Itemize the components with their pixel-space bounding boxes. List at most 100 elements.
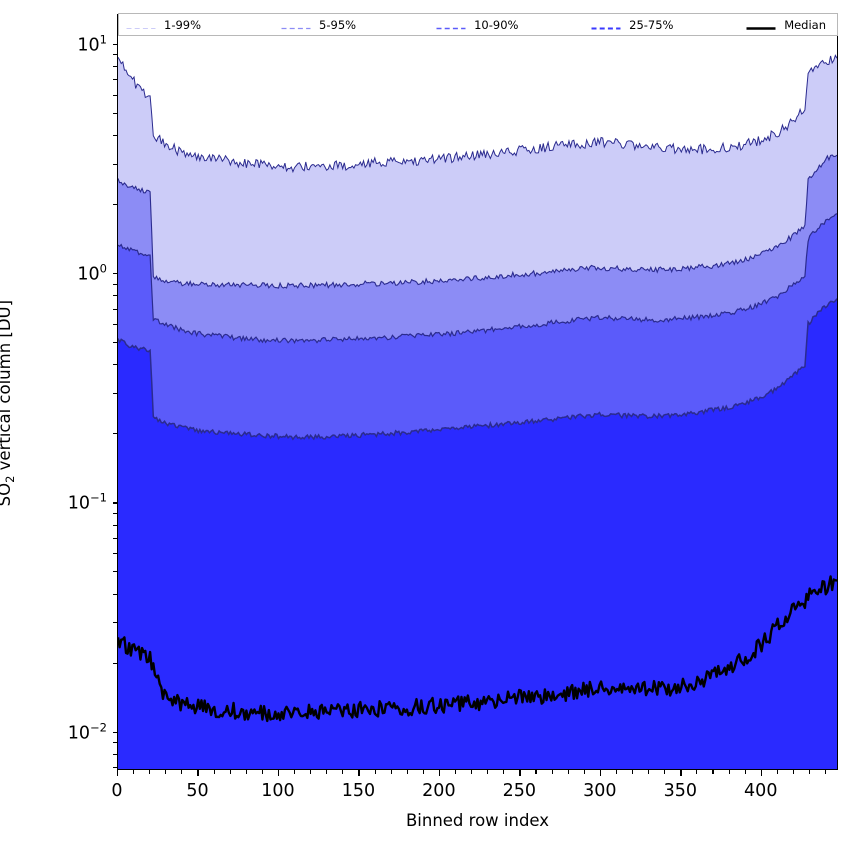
x-tick-label: 300 xyxy=(583,781,617,801)
x-tick-major xyxy=(760,770,763,776)
y-tick-minor xyxy=(113,323,117,326)
x-tick-minor xyxy=(294,770,296,774)
y-tick-minor xyxy=(113,135,117,137)
legend-entry-10-90[interactable]: 10-90% xyxy=(436,18,591,32)
x-tick-minor xyxy=(583,770,585,774)
x-tick-minor xyxy=(406,770,408,774)
x-tick-minor xyxy=(503,770,505,774)
y-tick-major xyxy=(113,273,119,275)
legend-label: 10-90% xyxy=(474,17,519,32)
x-tick-minor xyxy=(390,770,392,774)
x-tick-minor xyxy=(728,770,730,774)
y-tick-minor xyxy=(113,163,117,165)
legend-label: 1-99% xyxy=(164,17,202,32)
y-tick-minor xyxy=(113,342,117,344)
y-tick-minor xyxy=(113,204,117,206)
x-tick-major xyxy=(599,770,602,776)
y-tick-label: 101 xyxy=(77,32,107,56)
x-tick-minor xyxy=(567,770,569,774)
y-tick-minor xyxy=(113,622,117,624)
y-tick-minor xyxy=(113,571,117,573)
x-tick-major xyxy=(277,770,280,776)
y-tick-label: 10−1 xyxy=(67,490,107,514)
x-tick-minor xyxy=(487,770,489,774)
y-tick-minor xyxy=(113,308,117,310)
x-tick-minor xyxy=(165,770,167,774)
legend-swatch-icon xyxy=(126,19,156,30)
x-tick-minor xyxy=(342,770,344,774)
legend: 1-99% 5-95% 10-90% 25-75% Median xyxy=(118,13,838,36)
y-axis-label: SO2 vertical column [DU] xyxy=(0,299,18,507)
x-tick-label: 200 xyxy=(422,781,456,801)
x-tick-minor xyxy=(245,770,247,774)
legend-entry-5-95[interactable]: 5-95% xyxy=(281,18,436,32)
x-axis: 0 50 100 150 200 250 300 350 400 Binned row inde… xyxy=(111,770,838,840)
x-tick-label: 400 xyxy=(744,781,778,801)
x-tick-major xyxy=(358,770,360,776)
x-tick-label: 250 xyxy=(502,781,537,801)
x-tick-minor xyxy=(213,770,215,774)
legend-entry-25-75[interactable]: 25-75% xyxy=(591,18,746,32)
x-tick-minor xyxy=(809,770,811,774)
x-tick-minor xyxy=(261,770,263,774)
y-tick-minor xyxy=(113,593,117,595)
x-tick-label: 0 xyxy=(111,781,123,801)
x-tick-minor xyxy=(374,770,376,774)
y-tick-minor xyxy=(113,94,117,96)
x-tick-minor xyxy=(712,770,714,774)
legend-entry-1-99[interactable]: 1-99% xyxy=(126,18,281,32)
x-tick-major xyxy=(680,770,682,776)
plot-svg xyxy=(118,54,837,769)
x-tick-minor xyxy=(471,770,473,774)
y-tick-minor xyxy=(113,512,117,514)
x-tick-minor xyxy=(229,770,231,774)
x-tick-minor xyxy=(792,770,795,774)
y-axis: SO2 vertical column [DU] 10−2 10−1 100 101 xyxy=(0,0,119,784)
band-25-75-percent xyxy=(118,298,837,769)
y-tick-minor xyxy=(113,392,117,395)
x-tick-minor xyxy=(310,770,312,774)
y-tick-minor xyxy=(113,295,117,297)
x-tick-minor xyxy=(181,770,183,774)
legend-swatch-icon xyxy=(746,19,776,30)
y-tick-major xyxy=(113,43,119,46)
legend-label: 25-75% xyxy=(629,17,674,32)
y-tick-minor xyxy=(113,283,117,285)
y-tick-minor xyxy=(113,537,117,539)
median-line xyxy=(118,575,837,723)
x-tick-minor xyxy=(648,770,650,774)
y-tick-minor xyxy=(113,79,117,81)
y-tick-label: 100 xyxy=(77,261,107,285)
y-tick-minor xyxy=(113,66,117,68)
x-tick-label: 150 xyxy=(341,781,376,801)
x-tick-minor xyxy=(535,770,537,774)
x-tick-minor xyxy=(551,770,553,774)
x-axis-label: Binned row index xyxy=(405,811,550,830)
legend-entry-median[interactable]: Median xyxy=(746,18,826,32)
legend-swatch-icon xyxy=(281,19,311,30)
legend-label: Median xyxy=(784,17,827,32)
x-tick-minor xyxy=(696,770,698,774)
x-tick-label: 100 xyxy=(261,781,295,801)
x-tick-major xyxy=(519,770,521,776)
y-tick-minor xyxy=(113,553,117,555)
x-tick-minor xyxy=(825,770,827,774)
x-tick-minor xyxy=(776,770,778,774)
y-tick-minor xyxy=(113,524,117,526)
y-tick-major xyxy=(113,731,119,733)
y-tick-minor xyxy=(113,112,117,114)
x-tick-minor xyxy=(632,770,634,774)
y-tick-major xyxy=(113,502,119,504)
x-tick-minor xyxy=(454,770,457,774)
legend-label: 5-95% xyxy=(319,17,357,32)
x-tick-major xyxy=(438,770,441,776)
x-tick-minor xyxy=(133,770,135,774)
x-tick-minor xyxy=(149,770,151,774)
x-tick-label: 50 xyxy=(186,781,209,801)
x-tick-minor xyxy=(744,770,746,774)
y-tick-minor xyxy=(113,433,117,435)
legend-swatch-icon xyxy=(436,19,466,30)
y-tick-minor xyxy=(113,662,117,664)
x-tick-major xyxy=(117,770,119,776)
